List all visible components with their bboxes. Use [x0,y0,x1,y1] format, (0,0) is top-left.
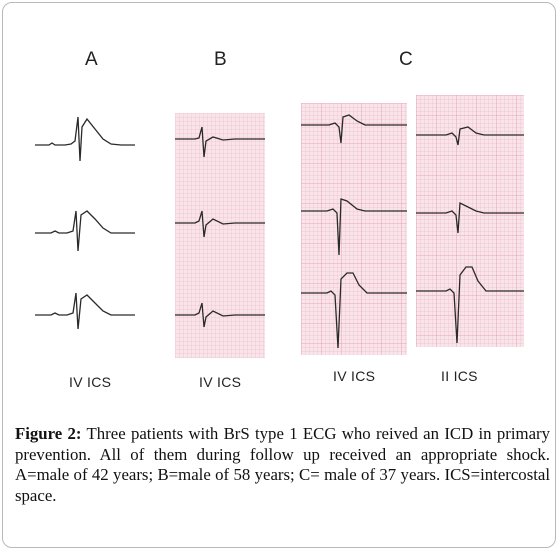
ecg-trace-a-2 [35,210,135,252]
ecg-strip-c-left [301,103,407,355]
ecg-trace-c-5 [416,201,524,234]
ecg-trace-c-2 [301,198,407,256]
caption-text: Three patients with BrS type 1 ECG who r… [15,424,551,505]
ecg-panel-a [35,116,135,330]
panel-label-c: C [399,49,413,70]
ecg-trace-b-2 [175,210,265,238]
ics-label-c-left: IV ICS [333,368,376,384]
caption-lead: Figure 2: [15,424,82,443]
ecg-trace-b-1 [175,126,265,158]
ecg-trace-c-1 [301,114,407,144]
panel-label-b: B [214,49,227,70]
ecg-trace-b-3 [175,302,265,328]
ecg-trace-c-6 [416,266,524,344]
ecg-trace-a-3 [35,292,135,330]
ecg-strip-c-right [416,95,524,347]
figure-caption: Figure 2: Three patients with BrS type 1… [15,424,550,506]
ics-label-a: IV ICS [69,374,112,390]
panel-label-a: A [85,49,98,70]
ecg-trace-c-3 [301,272,407,349]
ecg-strip-b [175,113,265,358]
figure-frame: A B C [2,2,556,548]
ics-label-b: IV ICS [199,374,242,390]
ecg-trace-a-1 [35,116,135,162]
ics-label-c-right: II ICS [441,368,478,384]
ecg-trace-c-4 [416,126,524,146]
